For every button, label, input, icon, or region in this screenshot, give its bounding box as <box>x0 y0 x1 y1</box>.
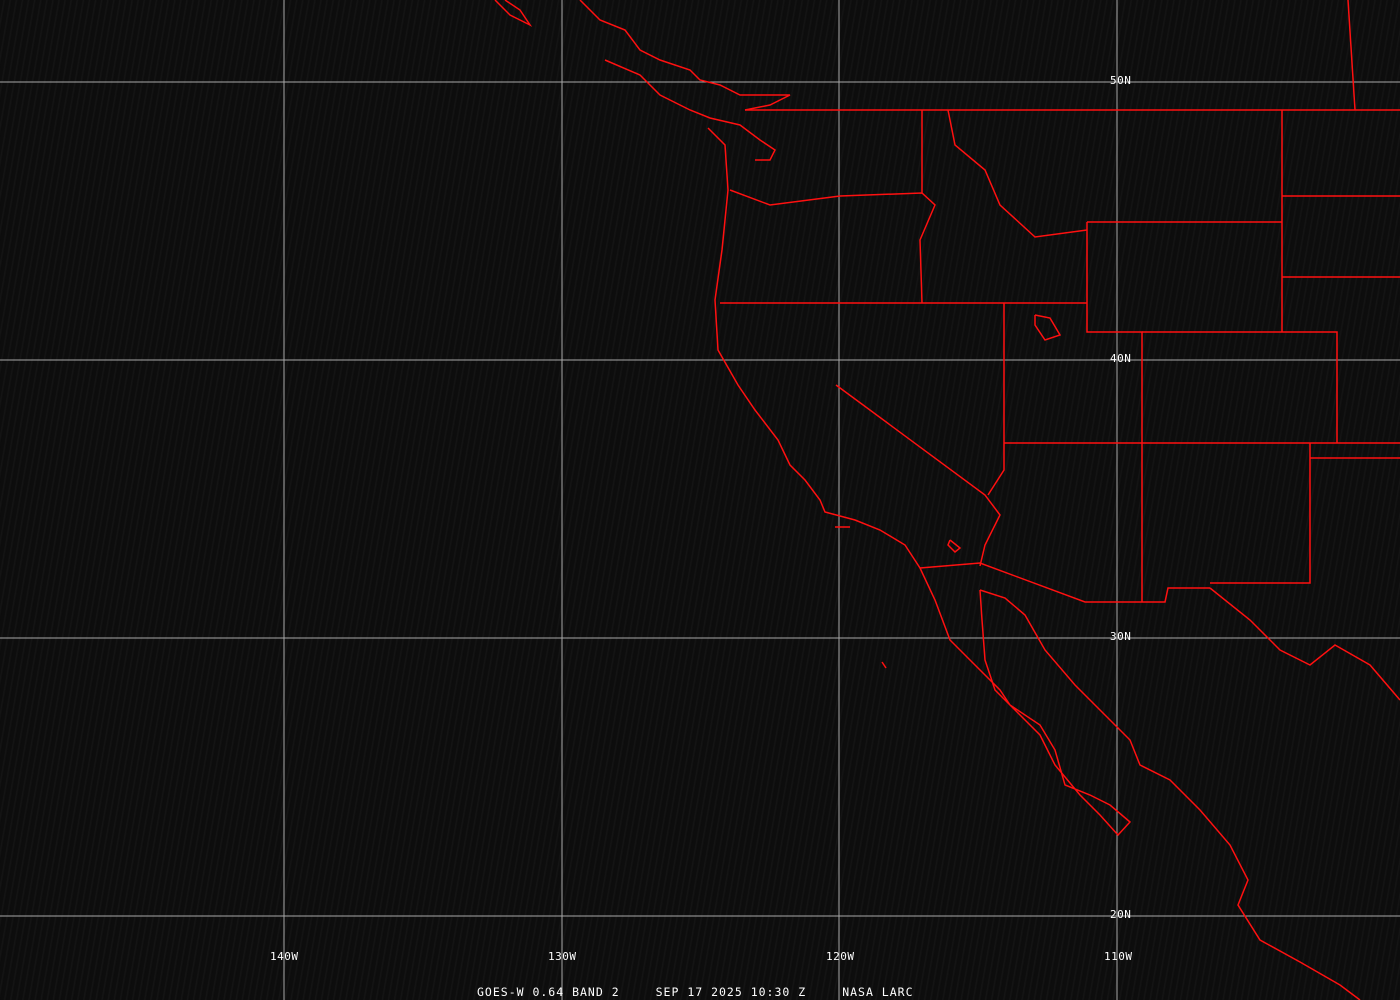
border-ut <box>1086 222 1143 602</box>
coastline-bc-inner <box>579 0 791 111</box>
lat-label-20n: 20N <box>1110 908 1132 921</box>
border-us-mexico <box>919 562 1210 603</box>
lat-label-30n: 30N <box>1110 630 1132 643</box>
coastline-mexico <box>1209 587 1400 701</box>
lat-label-50n: 50N <box>1110 74 1132 87</box>
coastline-west <box>707 127 1132 837</box>
border-nv-ut <box>987 303 1005 496</box>
lat-label-40n: 40N <box>1110 352 1132 365</box>
caption-datetime: SEP 17 2025 10:30 Z <box>655 985 807 999</box>
image-caption: GOES-W 0.64 BAND 2 SEP 17 2025 10:30 Z N… <box>477 985 914 999</box>
boundaries <box>494 0 1400 1000</box>
border-wa-or <box>729 189 936 304</box>
coastline-vancouver-island <box>604 59 776 161</box>
caption-satellite: GOES-W 0.64 BAND 2 <box>477 985 620 999</box>
caption-source: NASA LARC <box>842 985 914 999</box>
coastline-gulf-east <box>979 589 1361 1000</box>
lon-label-130w: 130W <box>548 950 577 963</box>
border-canada-east <box>1347 0 1356 111</box>
border-co <box>1142 331 1338 443</box>
island-guadalupe <box>881 661 887 669</box>
lon-label-140w: 140W <box>270 950 299 963</box>
lon-label-110w: 110W <box>1104 950 1133 963</box>
salton-sea <box>947 539 962 554</box>
lon-label-120w: 120W <box>826 950 855 963</box>
border-ca-nv <box>835 384 1001 567</box>
border-nm <box>1210 443 1311 584</box>
great-salt-lake <box>1034 314 1062 341</box>
border-id-mt <box>947 109 1088 238</box>
coastline-bc <box>494 0 533 27</box>
